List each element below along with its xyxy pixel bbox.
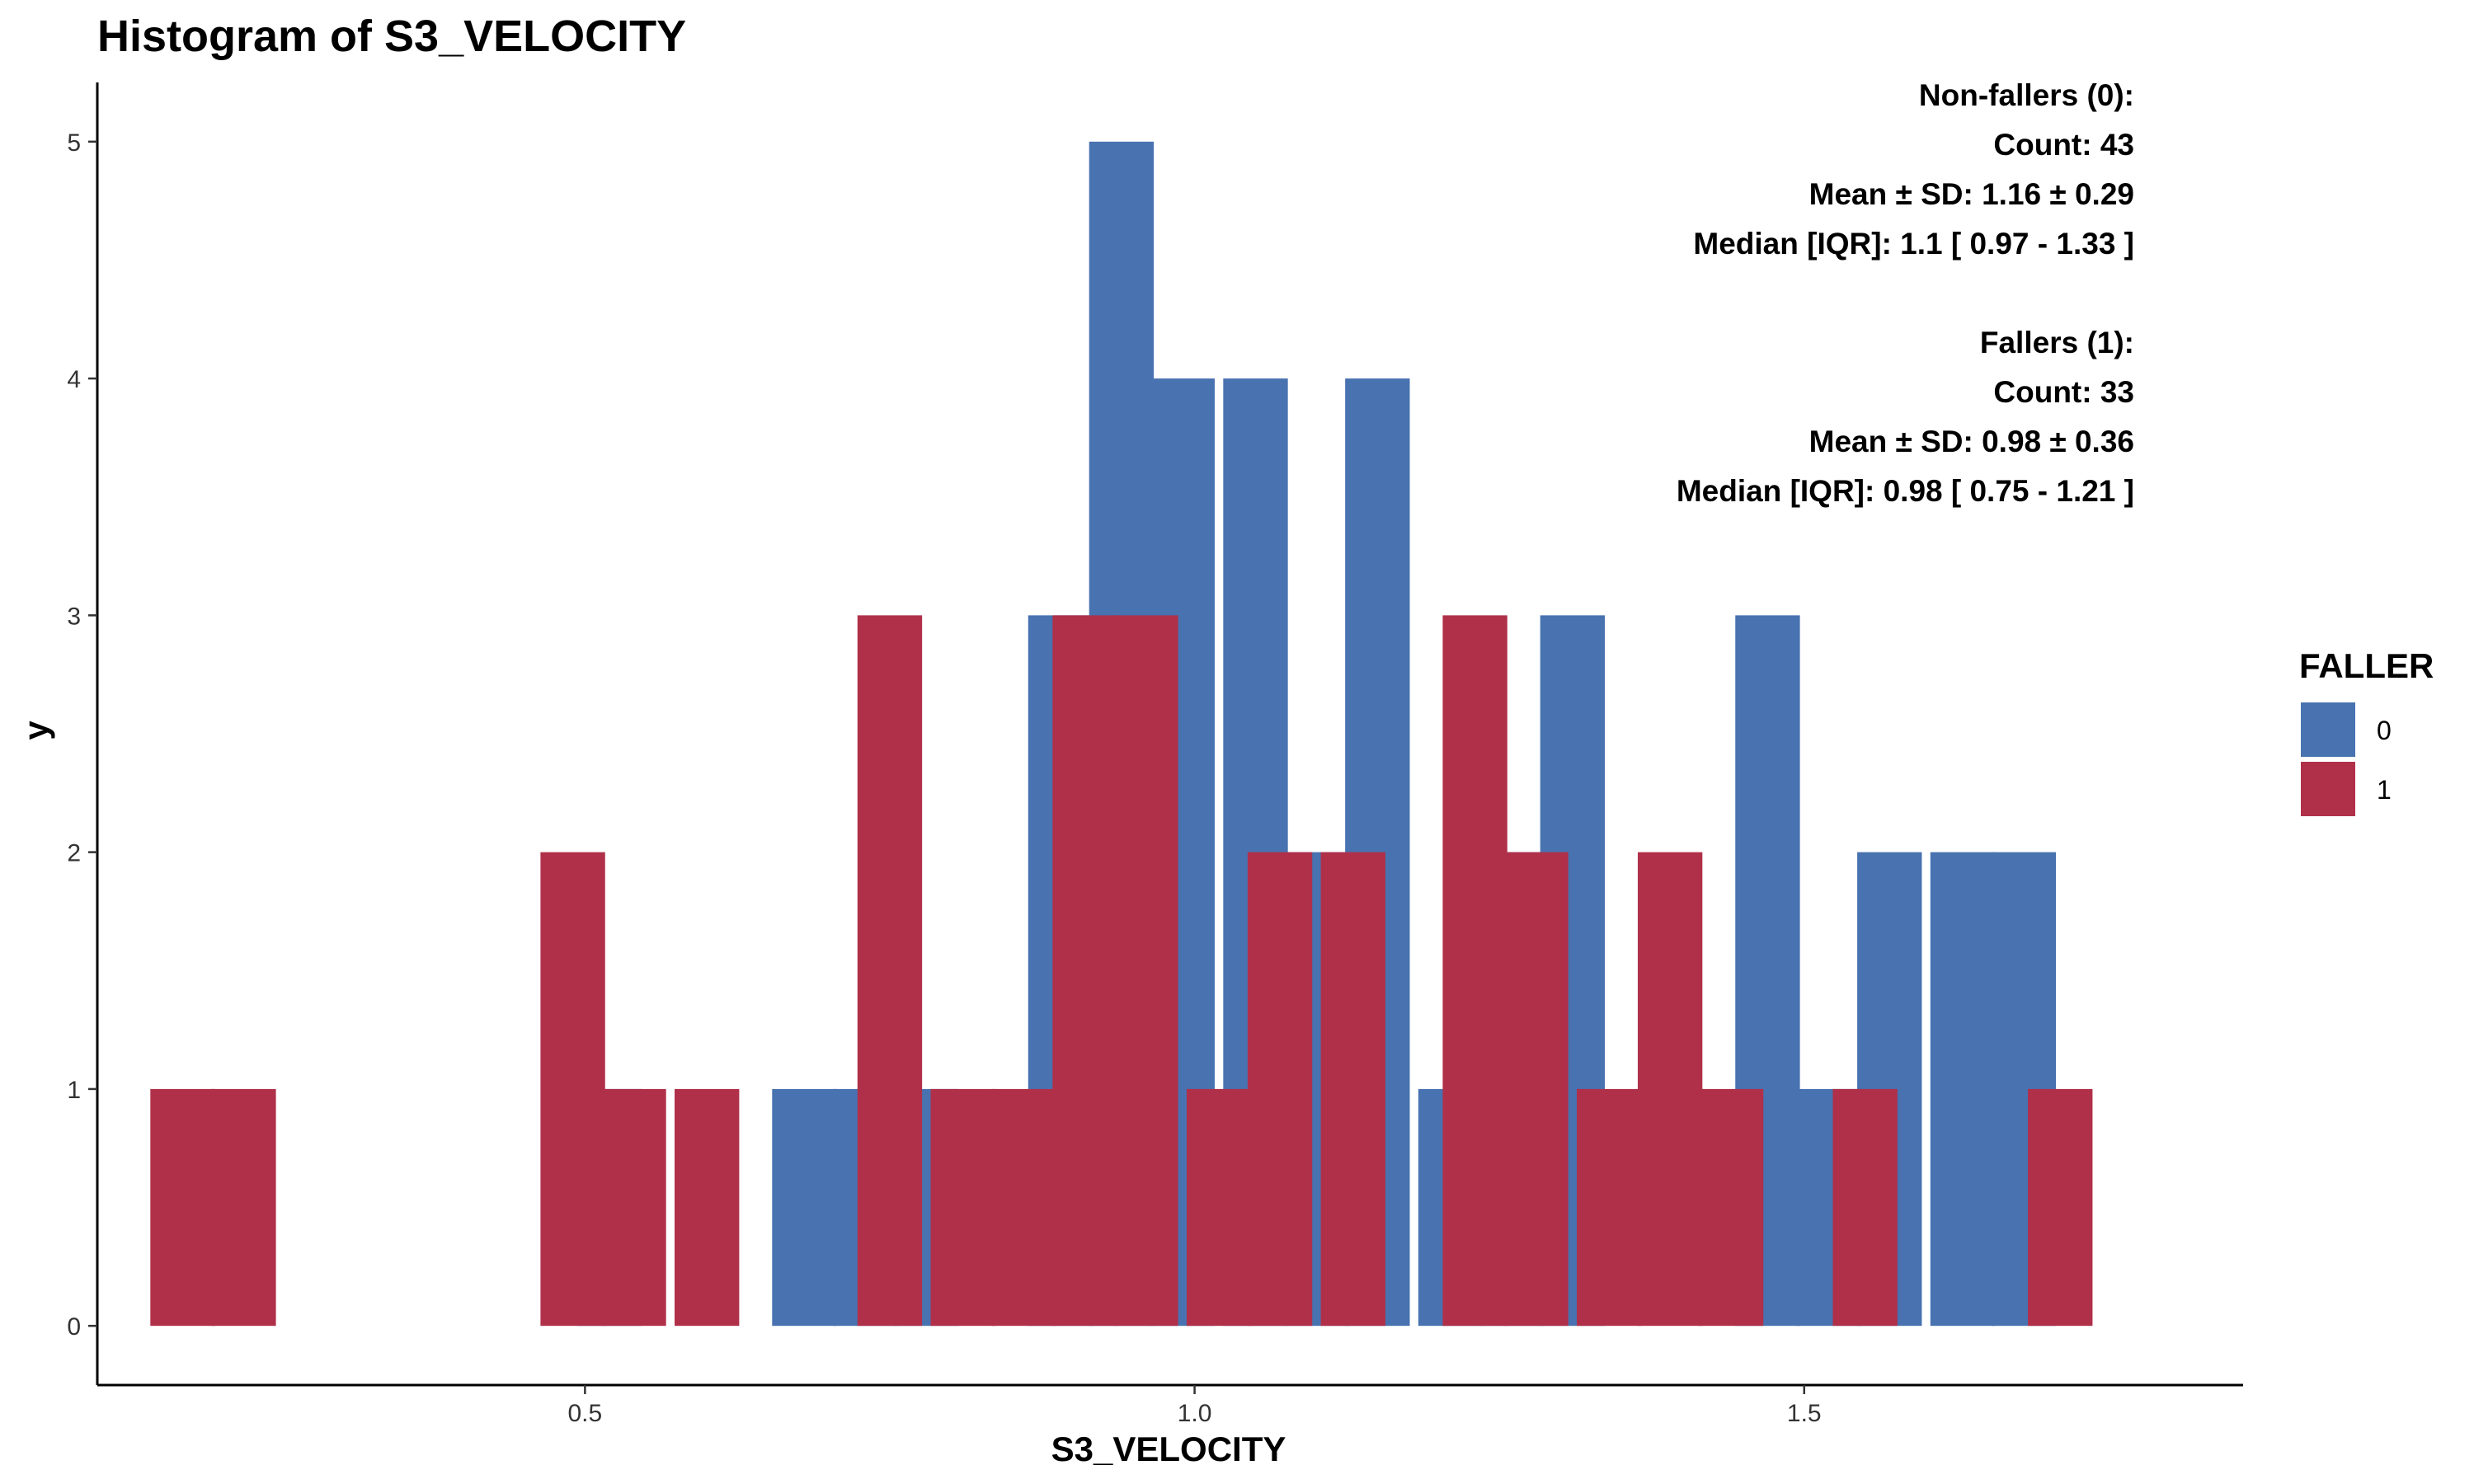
- legend-swatch-0: [2301, 702, 2355, 757]
- annotation-line-7: Mean ± SD: 0.98 ± 0.36: [1809, 425, 2134, 458]
- chart-title: Histogram of S3_VELOCITY: [97, 12, 686, 61]
- bar-faller-1-19: [2028, 1088, 2093, 1327]
- bar-faller-1-18: [1832, 1088, 1898, 1327]
- bar-faller-1-8: [1052, 615, 1117, 1327]
- axes-layer: 0 1 2 3 4 5 0.5 1.0 1.5: [67, 82, 2243, 1427]
- annotation-line-2: Mean ± SD: 1.16 ± 0.29: [1809, 177, 2134, 211]
- y-tick-label-4: 4: [67, 366, 81, 393]
- bar-faller-1-15: [1577, 1088, 1642, 1327]
- x-tick-label-0.5: 0.5: [568, 1400, 603, 1427]
- legend-label-1: 1: [2377, 775, 2392, 805]
- legend-label-0: 0: [2377, 716, 2392, 745]
- legend-title: FALLER: [2299, 646, 2434, 685]
- annotation-block: Non-fallers (0): Count: 43 Mean ± SD: 1.16…: [1677, 78, 2134, 508]
- bar-faller-1-3: [601, 1088, 666, 1327]
- x-axis-title: S3_VELOCITY: [1051, 1430, 1286, 1468]
- y-tick-label-5: 5: [67, 129, 81, 157]
- bar-faller-0-1: [772, 1088, 837, 1327]
- bar-faller-1-11: [1247, 852, 1313, 1327]
- bars-layer: [150, 141, 2093, 1327]
- bar-faller-1-9: [1113, 615, 1178, 1327]
- bar-faller-1-1: [211, 1088, 276, 1327]
- legend-swatch-1: [2301, 762, 2355, 816]
- bar-faller-1-7: [991, 1088, 1056, 1327]
- bar-faller-1-12: [1320, 852, 1385, 1327]
- bar-faller-1-0: [150, 1088, 215, 1327]
- bar-faller-0-16: [1930, 852, 1996, 1327]
- annotation-line-3: Median [IQR]: 1.1 [ 0.97 - 1.33 ]: [1693, 227, 2134, 261]
- annotation-line-6: Count: 33: [1993, 375, 2134, 409]
- annotation-line-8: Median [IQR]: 0.98 [ 0.75 - 1.21 ]: [1677, 474, 2134, 508]
- annotation-line-5: Fallers (1):: [1980, 326, 2134, 359]
- bar-faller-1-4: [675, 1088, 740, 1327]
- y-tick-label-2: 2: [67, 840, 81, 867]
- bar-faller-1-10: [1186, 1088, 1252, 1327]
- annotation-line-1: Count: 43: [1993, 128, 2134, 162]
- y-tick-label-1: 1: [67, 1077, 81, 1104]
- y-axis-title: y: [16, 721, 55, 740]
- bar-faller-1-13: [1442, 615, 1507, 1327]
- x-tick-label-1: 1.0: [1178, 1400, 1212, 1427]
- bar-faller-1-6: [930, 1088, 995, 1327]
- y-tick-label-0: 0: [67, 1313, 81, 1341]
- bar-faller-1-2: [540, 852, 605, 1327]
- bar-faller-1-16: [1637, 852, 1703, 1327]
- bar-faller-1-14: [1503, 852, 1569, 1327]
- annotation-line-0: Non-fallers (0):: [1919, 78, 2134, 112]
- y-tick-label-3: 3: [67, 603, 81, 630]
- x-tick-label-1.5: 1.5: [1787, 1400, 1822, 1427]
- bar-faller-1-5: [857, 615, 923, 1327]
- legend: FALLER 0 1: [2299, 646, 2434, 816]
- bar-faller-1-17: [1698, 1088, 1764, 1327]
